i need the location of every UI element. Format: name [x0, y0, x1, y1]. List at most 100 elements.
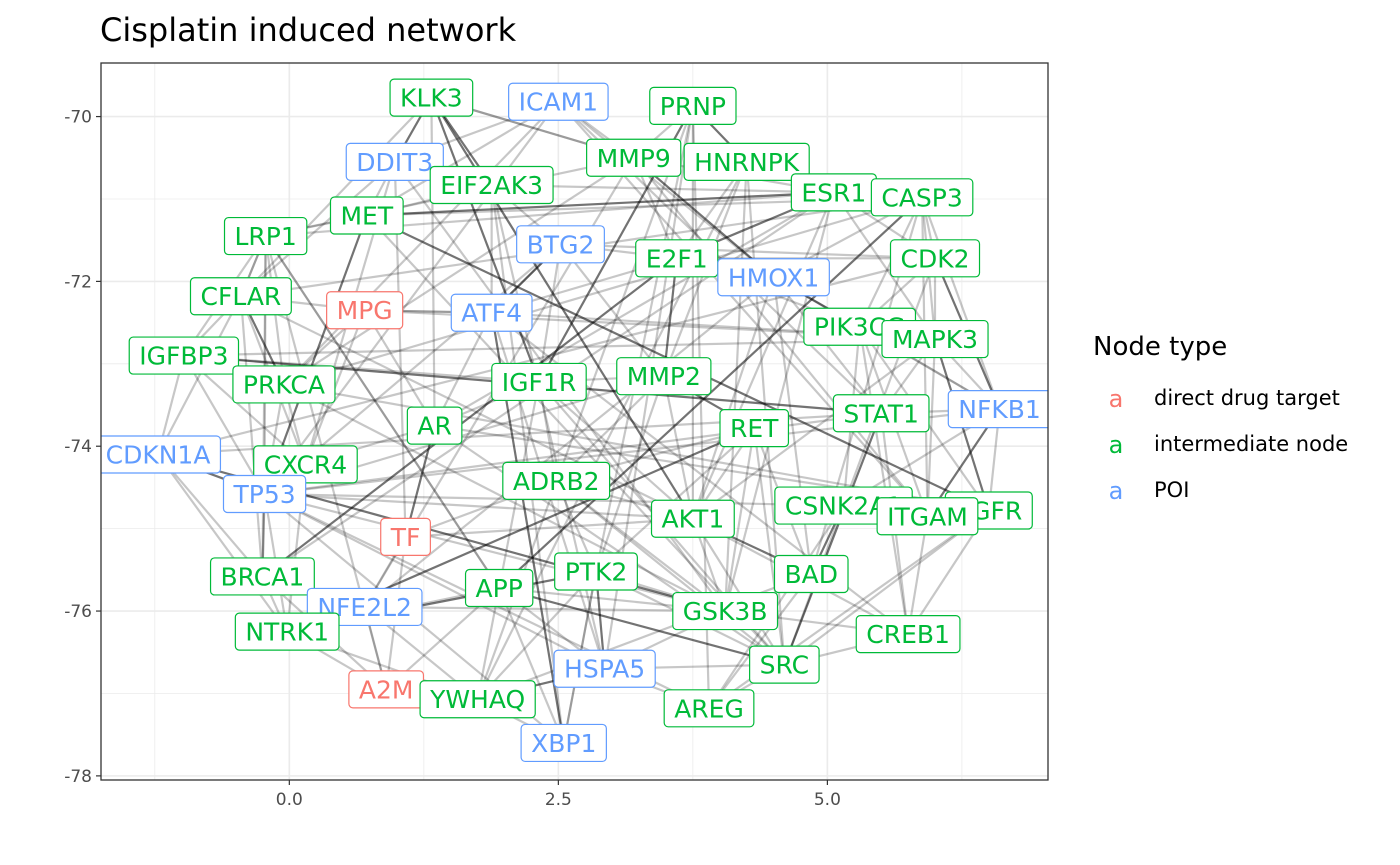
node-box — [209, 557, 315, 596]
node-adrb2: ADRB2 — [502, 461, 611, 500]
chart-title: Cisplatin induced network — [100, 11, 517, 49]
node-label: ADRB2 — [513, 467, 600, 496]
node-label: AR — [417, 412, 451, 441]
node-box — [616, 357, 712, 396]
node-box — [232, 365, 336, 404]
edge-line — [264, 492, 726, 613]
edge-line — [555, 479, 786, 666]
x-tick-label: 5.0 — [814, 790, 841, 810]
edge-line — [560, 243, 936, 260]
node-box — [881, 319, 989, 359]
node-eif2ak3: EIF2AK3 — [429, 165, 554, 205]
node-box — [389, 78, 474, 117]
node-cflar: CFLAR — [189, 277, 292, 316]
node-box — [553, 649, 656, 688]
node-box — [717, 258, 830, 297]
legend-entry: a direct drug target — [1109, 385, 1340, 413]
edge-line — [264, 493, 606, 670]
x-tick-label: 2.5 — [545, 790, 572, 810]
node-label: ICAM1 — [519, 88, 598, 117]
edge-line — [366, 214, 786, 666]
edge-line — [476, 570, 597, 700]
node-ptk2: PTK2 — [554, 552, 638, 591]
node-label: CASP3 — [881, 183, 962, 212]
edge-line — [691, 191, 835, 520]
panel-border — [100, 62, 1049, 781]
node-label: DDIT3 — [356, 148, 433, 177]
node-label: AREG — [674, 694, 744, 723]
node-box — [672, 591, 779, 631]
edge-line — [557, 100, 775, 279]
y-tick-label: -72 — [64, 272, 92, 292]
node-icam1: ICAM1 — [508, 82, 609, 121]
node-label: PRKCA — [243, 370, 325, 399]
node-ywhaq: YWHAQ — [419, 680, 536, 719]
edge-line — [559, 243, 665, 377]
node-box — [870, 178, 974, 217]
node-box — [947, 390, 1048, 429]
edge-line — [594, 105, 694, 572]
node-box — [650, 499, 735, 538]
node-label: BAD — [784, 560, 838, 589]
node-label: MAPK3 — [892, 325, 978, 354]
node-xbp1: XBP1 — [520, 723, 607, 763]
node-label: GSK3B — [683, 597, 768, 626]
node-label: TF — [390, 523, 421, 552]
node-label: XBP1 — [531, 729, 596, 758]
node-box — [234, 612, 340, 651]
node-box — [586, 138, 682, 177]
node-prkca: PRKCA — [232, 365, 336, 404]
node-hspa5: HSPA5 — [553, 649, 656, 688]
node-box — [222, 474, 307, 514]
node-label: APP — [476, 574, 523, 603]
node-cxcr4: CXCR4 — [253, 445, 358, 484]
legend-entries: a direct drug target a intermediate node a PO… — [1109, 385, 1349, 505]
edge-line — [708, 573, 813, 709]
node-box — [223, 216, 308, 256]
edge-line — [157, 453, 289, 633]
edge-line — [724, 427, 756, 612]
legend-key: a — [1109, 477, 1124, 505]
node-label: CDKN1A — [106, 440, 211, 469]
node-label: PRNP — [660, 92, 726, 121]
edge-line — [662, 258, 678, 377]
node-box — [516, 225, 605, 264]
node-label: YWHAQ — [429, 685, 525, 714]
node-igfbp3: IGFBP3 — [128, 336, 240, 375]
edge-line — [691, 518, 786, 666]
legend-label: intermediate node — [1154, 432, 1348, 456]
node-akt1: AKT1 — [650, 499, 735, 538]
edge-line — [858, 326, 910, 635]
legend-key: a — [1109, 385, 1124, 413]
legend: Node type a direct drug target a intermedia… — [1093, 332, 1348, 505]
node-label: HNRNPK — [694, 148, 800, 177]
edge-line — [842, 257, 937, 506]
node-hmox1: HMOX1 — [717, 258, 830, 297]
node-mapk3: MAPK3 — [881, 319, 989, 359]
node-app: APP — [464, 568, 534, 608]
node-met: MET — [329, 196, 404, 235]
node-cdk2: CDK2 — [889, 239, 981, 278]
node-box — [649, 86, 737, 125]
edge-line — [240, 295, 694, 520]
node-ddit3: DDIT3 — [345, 142, 444, 181]
node-label: KLK3 — [400, 84, 463, 113]
node-itgam: ITGAM — [876, 497, 979, 536]
edge-line — [691, 276, 775, 520]
node-label: NFKB1 — [958, 395, 1041, 424]
edge-line — [182, 355, 266, 495]
legend-entry: a POI — [1109, 477, 1190, 505]
edge-line — [264, 235, 501, 589]
edge-line — [157, 453, 264, 578]
node-label: HMOX1 — [728, 263, 819, 292]
node-stat1: STAT1 — [832, 394, 930, 433]
node-box — [876, 497, 979, 536]
node-cdkn1a: CDKN1A — [101, 435, 222, 474]
legend-title: Node type — [1093, 332, 1227, 362]
node-btg2: BTG2 — [516, 225, 605, 264]
y-tick-label: -74 — [64, 437, 92, 457]
edge-line — [832, 191, 936, 340]
edge-line — [363, 309, 436, 427]
node-box — [635, 239, 719, 278]
node-label: IGFBP3 — [139, 342, 228, 371]
